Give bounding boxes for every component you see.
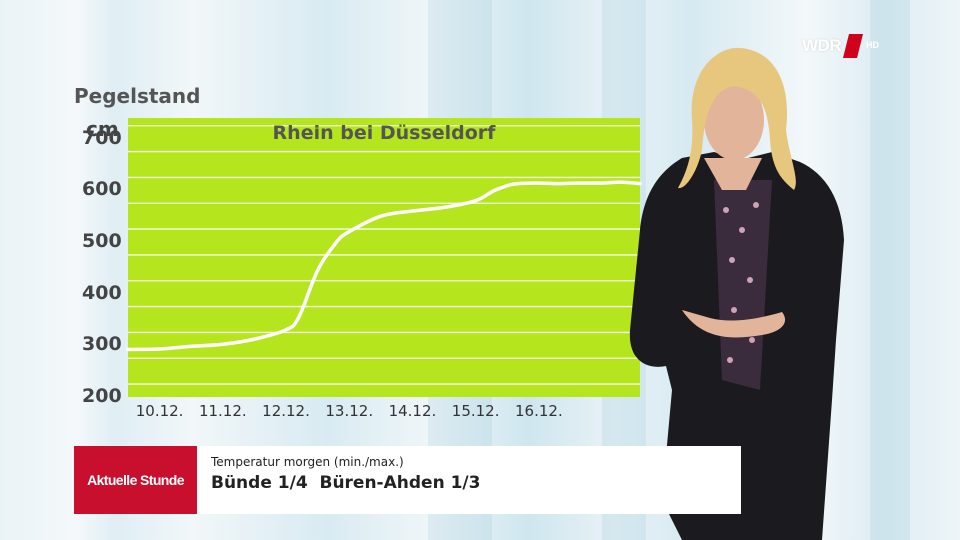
y-tick-label: 600: [82, 178, 122, 201]
x-tick-label: 11.12.: [198, 402, 247, 420]
y-tick-label: 500: [82, 230, 122, 252]
x-tick-label: 14.12.: [388, 402, 437, 420]
lower-third-panel: [197, 446, 741, 514]
presenter: [629, 47, 844, 540]
chart-title: Rhein bei Düsseldorf: [272, 122, 496, 144]
studio-panel: [870, 0, 910, 540]
x-tick-label: 13.12.: [325, 402, 374, 420]
x-tick-label: 10.12.: [135, 402, 184, 420]
chart-plot-area: [128, 118, 640, 397]
y-axis-unit: cm: [86, 117, 119, 141]
x-tick-label: 12.12.: [262, 402, 310, 420]
lower-third-headline: Bünde 1/4 Büren-Ahden 1/3: [211, 473, 481, 493]
y-tick-label: 400: [82, 281, 122, 304]
x-tick-label: 15.12.: [451, 402, 500, 420]
y-tick-label: 300: [82, 333, 122, 356]
chart-unit-title: Pegelstand: [74, 84, 201, 108]
y-tick-label: 700: [82, 126, 122, 149]
water-level-line: [126, 180, 642, 352]
lower-third-brand: Aktuelle Stunde: [74, 446, 197, 514]
y-tick-label: 200: [82, 385, 122, 407]
lower-third-caption: Temperatur morgen (min./max.): [211, 455, 404, 469]
x-tick-label: 16.12.: [515, 402, 563, 420]
